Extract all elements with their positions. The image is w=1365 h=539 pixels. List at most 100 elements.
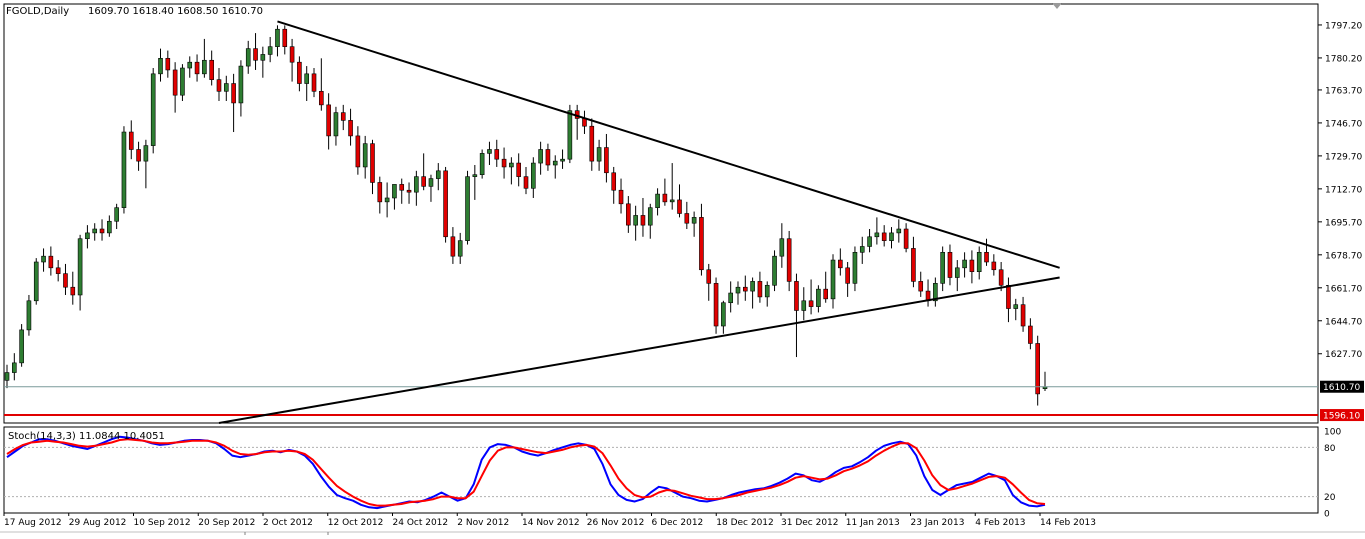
bear-candle <box>370 143 375 183</box>
date-tick-label: 29 Aug 2012 <box>69 518 127 528</box>
bull-candle <box>238 65 244 104</box>
bear-candle <box>903 228 909 249</box>
bear-candle <box>991 261 997 271</box>
bull-candle <box>552 160 558 166</box>
bear-candle <box>399 184 405 191</box>
bull-candle <box>976 251 982 272</box>
bear-candle <box>947 251 953 278</box>
bear-candle <box>677 199 682 214</box>
bear-candle <box>209 59 214 80</box>
bull-candle <box>267 46 273 55</box>
bull-candle <box>4 372 10 381</box>
bear-candle <box>172 69 178 96</box>
bear-candle <box>545 149 551 166</box>
price-tick-label: 1644.70 <box>1325 317 1362 327</box>
date-tick-label: 4 Feb 2013 <box>975 518 1025 528</box>
stoch-tick-label: 100 <box>1324 428 1341 438</box>
descending-trendline[interactable] <box>277 20 1060 269</box>
bear-candle <box>713 283 719 327</box>
bull-candle <box>457 240 463 257</box>
bear-candle <box>136 149 141 162</box>
bull-candle <box>275 28 280 47</box>
ohlc-readout: 1609.70 1618.40 1608.50 1610.70 <box>88 6 263 17</box>
bear-candle <box>355 135 361 168</box>
bull-candle <box>596 147 602 162</box>
bull-candle <box>647 207 653 226</box>
stoch-panel-frame <box>3 426 1319 514</box>
bull-candle <box>691 217 697 224</box>
support-price-label: 1596.10 <box>1323 412 1360 422</box>
bear-candle <box>289 46 295 63</box>
bull-candle <box>202 59 207 75</box>
price-panel-frame <box>3 3 1319 424</box>
bull-candle <box>333 112 339 137</box>
bear-candle <box>63 273 68 288</box>
bull-candle <box>180 67 185 96</box>
date-tick-label: 23 Jan 2013 <box>911 518 965 528</box>
bear-candle <box>516 162 521 177</box>
bear-candle <box>1006 284 1011 309</box>
bear-candle <box>494 149 500 160</box>
bear-candle <box>421 176 426 187</box>
bull-candle <box>187 61 193 69</box>
date-tick-label: 26 Nov 2012 <box>587 518 645 528</box>
bull-candle <box>509 162 514 168</box>
bull-candle <box>874 232 880 238</box>
bear-candle <box>216 79 222 92</box>
bull-candle <box>735 286 741 294</box>
bull-candle <box>721 302 726 327</box>
bull-candle <box>158 58 163 75</box>
bear-candle <box>348 120 353 137</box>
bear-candle <box>253 48 258 61</box>
bear-candle <box>918 281 924 292</box>
bull-candle <box>560 158 565 162</box>
bull-candle <box>260 54 266 61</box>
bull-candle <box>435 170 441 179</box>
bull-candle <box>859 246 865 253</box>
price-tick-label: 1797.20 <box>1325 21 1362 31</box>
chart-shift-marker-icon[interactable] <box>1052 3 1062 9</box>
bull-candle <box>472 174 478 177</box>
price-tick-label: 1763.70 <box>1325 86 1362 96</box>
bull-candle <box>77 238 83 296</box>
price-tick-label: 1627.70 <box>1325 350 1362 360</box>
date-tick-label: 2 Oct 2012 <box>263 518 313 528</box>
ascending-trendline[interactable] <box>218 276 1060 424</box>
bear-candle <box>757 281 763 298</box>
date-tick-label: 10 Sep 2012 <box>134 518 191 528</box>
stoch-tick-label: 80 <box>1324 444 1336 454</box>
bear-candle <box>194 61 200 75</box>
bull-candle <box>764 284 770 298</box>
bear-candle <box>684 213 690 224</box>
bull-candle <box>92 228 98 234</box>
bull-candle <box>114 207 119 222</box>
bull-candle <box>531 162 536 189</box>
bear-candle <box>604 147 609 174</box>
stoch-tick-label: 20 <box>1324 493 1336 503</box>
price-tick-label: 1661.70 <box>1325 284 1362 294</box>
price-tick-label: 1712.70 <box>1325 185 1362 195</box>
bear-candle <box>838 259 843 269</box>
bear-candle <box>618 189 624 205</box>
bear-candle <box>319 90 324 106</box>
bull-candle <box>12 362 17 373</box>
bear-candle <box>450 236 456 257</box>
date-tick-label: 6 Dec 2012 <box>652 518 704 528</box>
bear-candle <box>662 193 668 203</box>
date-tick-label: 24 Oct 2012 <box>393 518 449 528</box>
date-tick-label: 11 Jan 2013 <box>846 518 900 528</box>
bear-candle <box>699 217 704 271</box>
bull-candle <box>933 283 938 302</box>
bear-candle <box>969 259 975 272</box>
bull-candle <box>121 131 127 208</box>
bear-candle <box>626 203 631 226</box>
date-tick-label: 31 Dec 2012 <box>781 518 839 528</box>
bull-candle <box>19 329 24 364</box>
bull-candle <box>852 251 858 284</box>
bear-candle <box>998 269 1004 286</box>
bear-candle <box>706 269 712 284</box>
date-tick-label: 12 Oct 2012 <box>328 518 384 528</box>
